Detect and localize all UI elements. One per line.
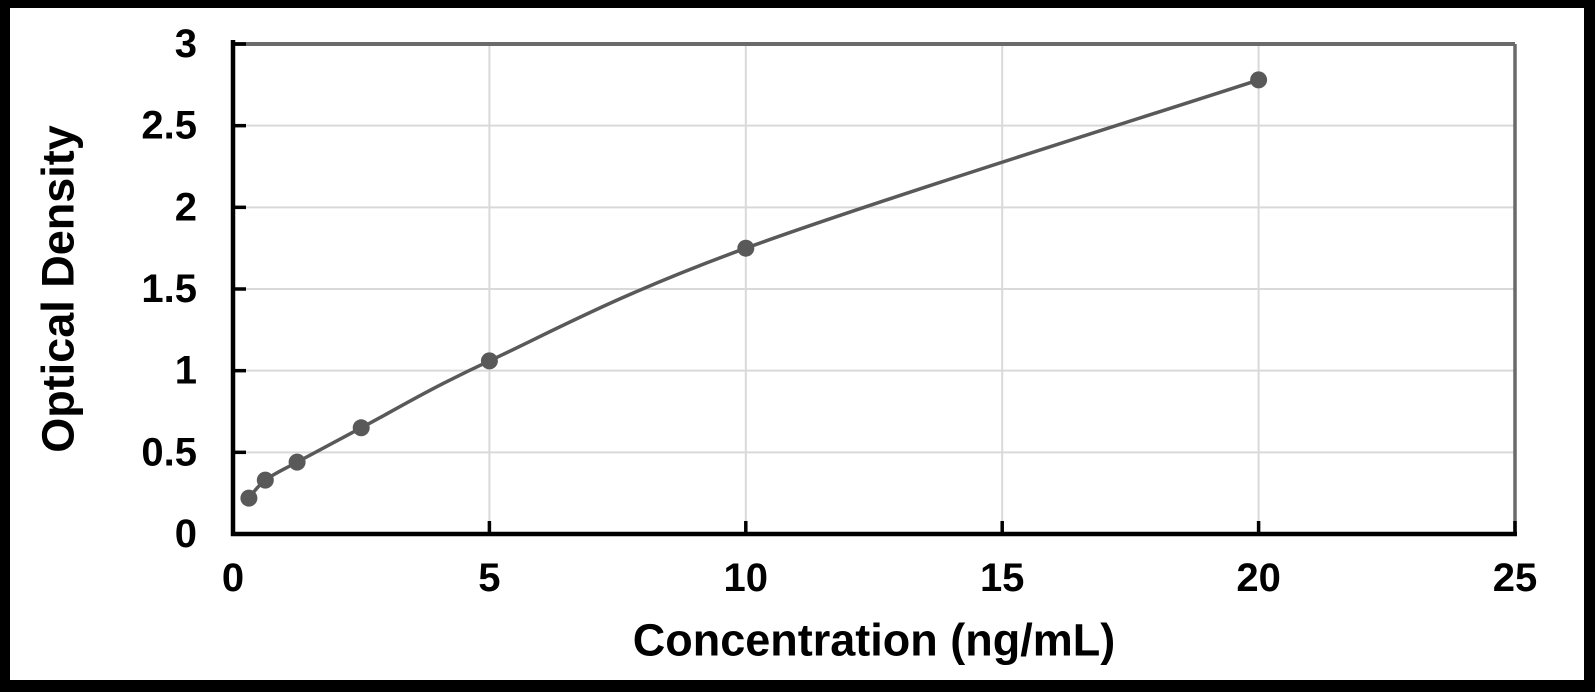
x-axis-title: Concentration (ng/mL) <box>633 615 1115 666</box>
x-tick-label: 0 <box>222 556 244 600</box>
y-tick-label: 0.5 <box>141 430 197 474</box>
data-point-marker <box>737 239 755 257</box>
y-tick-label: 2 <box>175 185 197 229</box>
data-point-markers <box>240 71 1268 507</box>
x-tick-label: 20 <box>1236 556 1281 600</box>
x-tick-label: 5 <box>478 556 500 600</box>
x-tick-label: 15 <box>980 556 1025 600</box>
y-tick-label: 2.5 <box>141 104 197 148</box>
y-tick-label: 0 <box>175 512 197 556</box>
y-axis-tick-labels: 0 0.5 1 1.5 2 2.5 3 <box>141 22 197 556</box>
data-point-marker <box>288 453 306 471</box>
y-tick-label: 1.5 <box>141 267 197 311</box>
x-tick-label: 10 <box>724 556 769 600</box>
data-point-marker <box>1250 71 1268 89</box>
gridlines <box>233 44 1515 534</box>
data-point-marker <box>240 489 258 507</box>
plot-area-border <box>233 42 1517 534</box>
y-tick-label: 3 <box>175 22 197 66</box>
axis-lines <box>230 40 1517 537</box>
y-axis-title: Optical Density <box>33 125 84 453</box>
data-point-marker <box>256 471 274 489</box>
x-axis-tick-labels: 0 5 10 15 20 25 <box>222 556 1537 600</box>
data-point-marker <box>480 352 498 370</box>
x-tick-label: 25 <box>1493 556 1538 600</box>
data-point-marker <box>352 419 370 437</box>
y-tick-label: 1 <box>175 349 197 393</box>
